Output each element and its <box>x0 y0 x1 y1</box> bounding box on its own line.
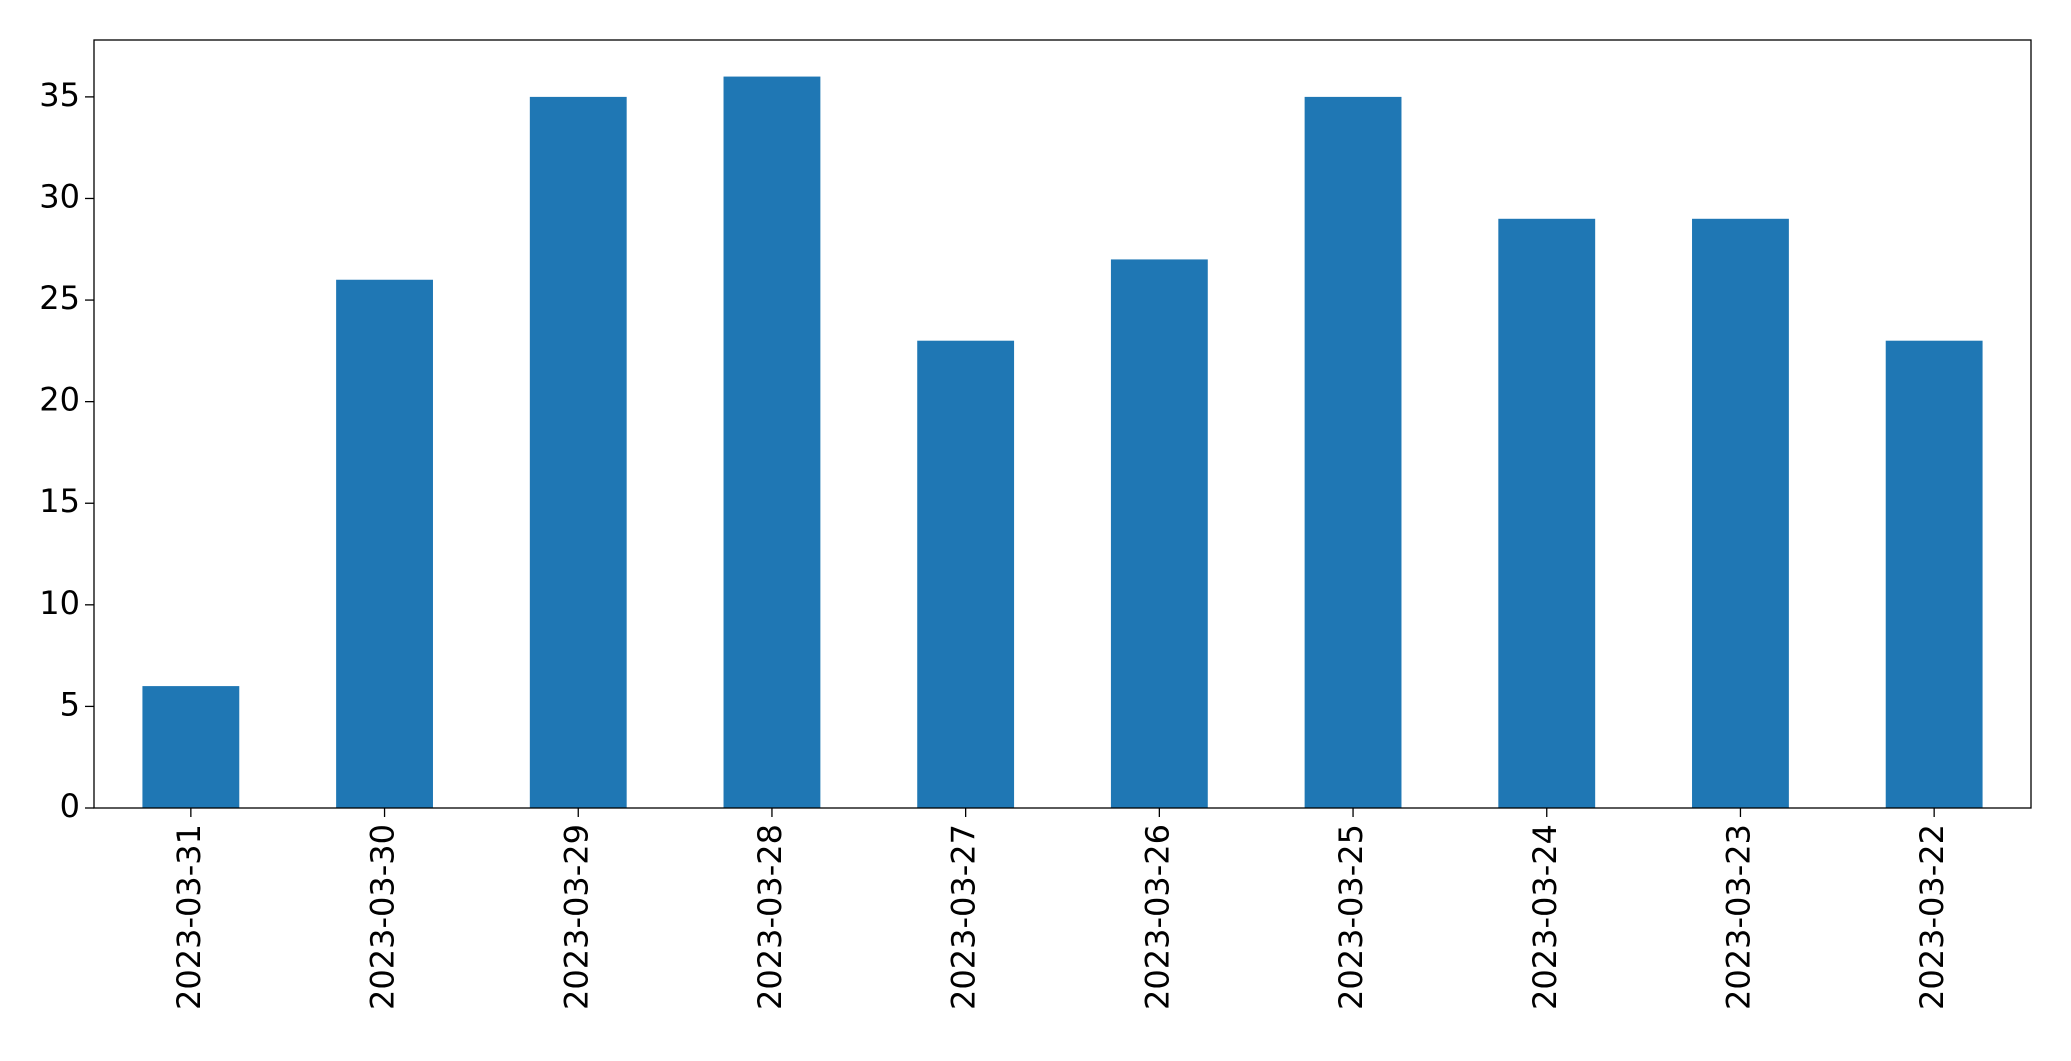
y-tick-label: 0 <box>60 787 80 825</box>
x-tick-label: 2023-03-29 <box>557 824 595 1010</box>
x-tick-label: 2023-03-24 <box>1526 824 1564 1010</box>
x-tick-label: 2023-03-25 <box>1332 824 1370 1010</box>
bar <box>917 340 1015 808</box>
x-tick-label: 2023-03-27 <box>945 824 983 1010</box>
bar <box>723 76 821 809</box>
bar <box>336 279 433 808</box>
x-tick-label: 2023-03-30 <box>364 824 402 1010</box>
x-tick-label: 2023-03-23 <box>1719 824 1757 1010</box>
y-tick-label: 35 <box>39 76 80 114</box>
y-tick-label: 5 <box>60 685 80 723</box>
bar <box>142 686 240 808</box>
y-tick-label: 10 <box>39 584 80 622</box>
bar <box>1498 218 1596 809</box>
y-tick-label: 20 <box>39 381 80 419</box>
y-tick-label: 30 <box>39 177 80 215</box>
x-tick-label: 2023-03-26 <box>1138 824 1176 1010</box>
bar <box>1692 218 1789 809</box>
plot-frame <box>93 39 2032 809</box>
x-tick-label: 2023-03-22 <box>1913 824 1951 1010</box>
bar <box>1110 259 1208 808</box>
y-tick-label: 15 <box>39 482 80 520</box>
x-tick-label: 2023-03-28 <box>751 824 789 1010</box>
bar <box>529 96 627 808</box>
bar <box>1885 340 1983 808</box>
y-tick-label: 25 <box>39 279 80 317</box>
x-tick-label: 2023-03-31 <box>170 824 208 1010</box>
bar <box>1304 96 1402 808</box>
